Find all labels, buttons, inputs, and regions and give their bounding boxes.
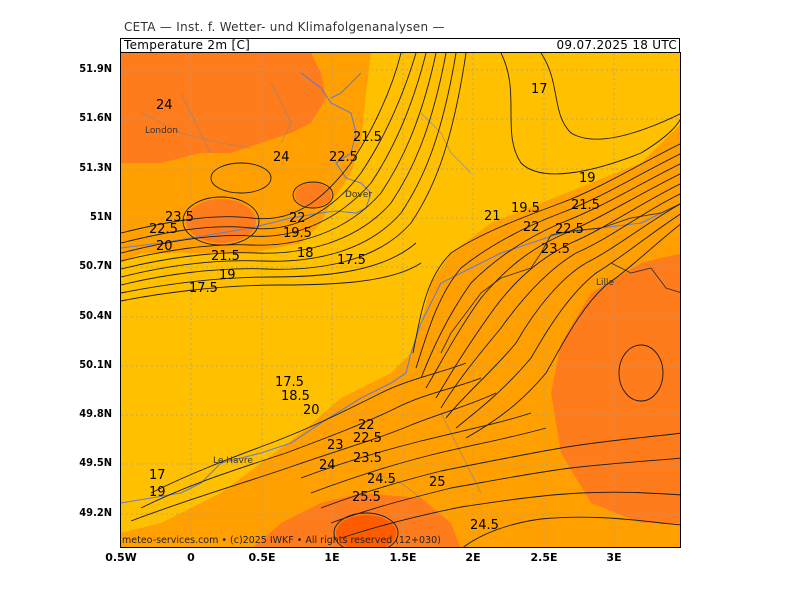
- lat-tick-label: 49.2N: [79, 506, 112, 519]
- copyright-notice: meteo-services.com • (c)2025 IWKF • All …: [122, 535, 441, 546]
- contour-label: 18: [297, 246, 314, 261]
- contour-label: 19.5: [511, 201, 540, 216]
- city-label-dover: Dover: [345, 190, 372, 200]
- lat-tick-label: 51N: [89, 210, 112, 223]
- lon-tick-label: 0.5E: [248, 551, 276, 564]
- contour-label: 17: [149, 468, 166, 483]
- contour-label: 21.5: [353, 130, 382, 145]
- lon-tick-label: 0.5W: [105, 551, 137, 564]
- borders: [440, 203, 680, 354]
- graticule: [121, 53, 680, 547]
- lon-tick-label: 1E: [324, 551, 340, 564]
- lat-tick-label: 51.6N: [79, 111, 112, 124]
- lon-tick-label: 1.5E: [389, 551, 417, 564]
- contour-label: 17: [531, 82, 548, 97]
- lon-tick-label: 0: [187, 551, 195, 564]
- contour-label: 22: [289, 211, 306, 226]
- temperature-map: London Dover Lille Le Havre 24 21.5 24 2…: [120, 52, 681, 548]
- contour-label: 21: [484, 209, 501, 224]
- contour-label: 23.5: [353, 451, 382, 466]
- contour-label: 23: [327, 438, 344, 453]
- contour-label: 17.5: [337, 253, 366, 268]
- city-label-le-havre: Le Havre: [213, 456, 253, 466]
- contour-label: 17.5: [189, 281, 218, 296]
- contour-label: 20: [303, 403, 320, 418]
- lat-tick-label: 50.7N: [79, 259, 112, 272]
- header-title: CETA — Inst. f. Wetter- und Klimafolgena…: [124, 20, 445, 34]
- contour-label: 22: [358, 418, 375, 433]
- lat-tick-label: 51.9N: [79, 62, 112, 75]
- fill-hottest: [336, 515, 396, 547]
- contour-label: 19: [579, 171, 596, 186]
- fill-hot-kent-small: [295, 183, 331, 207]
- map-title: Temperature 2m [C]: [124, 38, 251, 52]
- contour-label: 23.5: [165, 210, 194, 225]
- city-label-lille: Lille: [596, 278, 615, 288]
- title-bar: [120, 38, 680, 52]
- contour-label: 24: [156, 98, 173, 113]
- contour-label: 19.5: [283, 226, 312, 241]
- lat-tick-label: 50.4N: [79, 309, 112, 322]
- lat-tick-label: 49.5N: [79, 456, 112, 469]
- map-canvas: London Dover Lille Le Havre 24 21.5 24 2…: [121, 53, 680, 547]
- lat-tick-label: 50.1N: [79, 358, 112, 371]
- lon-tick-label: 2.5E: [530, 551, 558, 564]
- fill-hot-east: [551, 253, 680, 523]
- contour-label: 24.5: [367, 472, 396, 487]
- contour-label: 25: [429, 475, 446, 490]
- lat-tick-label: 49.8N: [79, 407, 112, 420]
- contour-label: 19: [219, 268, 236, 283]
- contour-label: 25.5: [352, 490, 381, 505]
- contour-label: 19: [149, 485, 166, 500]
- contour-label: 22.5: [149, 222, 178, 237]
- contour-label: 24: [273, 150, 290, 165]
- lon-tick-label: 3E: [606, 551, 622, 564]
- contour-label: 17.5: [275, 375, 304, 390]
- contour-label: 24.5: [470, 518, 499, 533]
- contour-label: 22.5: [329, 150, 358, 165]
- isotherms: [121, 53, 680, 547]
- city-label-london: London: [145, 126, 178, 136]
- contour-label: 21.5: [571, 198, 600, 213]
- contour-label: 18.5: [281, 389, 310, 404]
- contour-label: 22.5: [353, 431, 382, 446]
- lon-tick-label: 2E: [465, 551, 481, 564]
- valid-time: 09.07.2025 18 UTC: [556, 38, 677, 52]
- fill-hot-kent: [186, 199, 256, 243]
- contour-label: 22: [523, 220, 540, 235]
- contour-labels: 24 21.5 24 22.5 17 23.5 22.5 20 21.5 19 …: [149, 82, 600, 533]
- contour-label: 20: [156, 239, 173, 254]
- fill-hot-london: [121, 53, 326, 163]
- admin-borders: [140, 82, 482, 499]
- coastlines: [121, 72, 680, 504]
- contour-label: 21.5: [211, 249, 240, 264]
- contour-label: 22.5: [555, 222, 584, 237]
- contour-label: 23.5: [541, 242, 570, 257]
- lat-tick-label: 51.3N: [79, 161, 112, 174]
- contour-label: 24: [319, 458, 336, 473]
